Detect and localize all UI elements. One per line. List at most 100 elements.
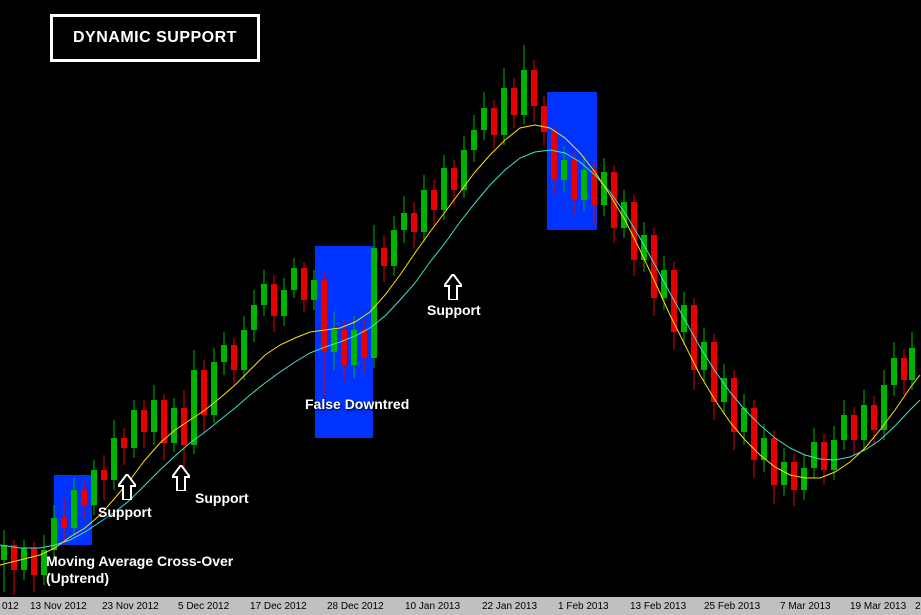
candle bbox=[1, 0, 7, 597]
candle bbox=[611, 0, 617, 597]
x-axis-tick: 1 Feb 2013 bbox=[558, 601, 609, 612]
x-axis-tick: 5 Dec 2012 bbox=[178, 601, 229, 612]
up-arrow-icon bbox=[172, 465, 190, 496]
candle bbox=[631, 0, 637, 597]
candle bbox=[801, 0, 807, 597]
candle bbox=[691, 0, 697, 597]
candle bbox=[531, 0, 537, 597]
candle bbox=[781, 0, 787, 597]
candle bbox=[471, 0, 477, 597]
candle bbox=[411, 0, 417, 597]
x-axis-tick: 23 Nov 2012 bbox=[102, 601, 159, 612]
candle bbox=[761, 0, 767, 597]
candle bbox=[821, 0, 827, 597]
candle bbox=[251, 0, 257, 597]
candle bbox=[741, 0, 747, 597]
candle bbox=[791, 0, 797, 597]
candle bbox=[201, 0, 207, 597]
candle bbox=[221, 0, 227, 597]
x-axis-tick: 10 Jan 2013 bbox=[405, 601, 460, 612]
candle bbox=[591, 0, 597, 597]
candle bbox=[271, 0, 277, 597]
candle bbox=[661, 0, 667, 597]
up-arrow-icon bbox=[444, 274, 462, 305]
candle bbox=[621, 0, 627, 597]
x-axis-tick: 7 Mar 2013 bbox=[780, 601, 831, 612]
candle bbox=[321, 0, 327, 597]
candle bbox=[91, 0, 97, 597]
candle bbox=[51, 0, 57, 597]
candle bbox=[521, 0, 527, 597]
candle bbox=[651, 0, 657, 597]
candle bbox=[861, 0, 867, 597]
candle bbox=[641, 0, 647, 597]
candle bbox=[231, 0, 237, 597]
candle bbox=[261, 0, 267, 597]
candle bbox=[891, 0, 897, 597]
candle bbox=[81, 0, 87, 597]
x-axis: 012 13 Nov 2012 23 Nov 2012 5 Dec 2012 17 De… bbox=[0, 597, 921, 615]
candle bbox=[331, 0, 337, 597]
candle bbox=[811, 0, 817, 597]
candle bbox=[481, 0, 487, 597]
candle bbox=[421, 0, 427, 597]
candle bbox=[61, 0, 67, 597]
candle bbox=[71, 0, 77, 597]
candle bbox=[181, 0, 187, 597]
candle bbox=[871, 0, 877, 597]
candlestick-chart: DYNAMIC SUPPORT Moving Average Cross-Ove… bbox=[0, 0, 921, 615]
annotation-label: Support bbox=[195, 490, 249, 507]
candle bbox=[21, 0, 27, 597]
candle bbox=[909, 0, 915, 597]
candle bbox=[491, 0, 497, 597]
candle bbox=[191, 0, 197, 597]
annotation-label: Support bbox=[98, 504, 152, 521]
x-axis-tick: 29 Mar 2013 bbox=[915, 601, 921, 612]
candle bbox=[161, 0, 167, 597]
candle bbox=[371, 0, 377, 597]
candle bbox=[341, 0, 347, 597]
candle bbox=[431, 0, 437, 597]
annotation-label: Moving Average Cross-Over(Uptrend) bbox=[46, 553, 233, 587]
candle bbox=[311, 0, 317, 597]
x-axis-tick: 28 Dec 2012 bbox=[327, 601, 384, 612]
candle bbox=[701, 0, 707, 597]
candle bbox=[11, 0, 17, 597]
x-axis-tick: 17 Dec 2012 bbox=[250, 601, 307, 612]
candle bbox=[391, 0, 397, 597]
candle bbox=[401, 0, 407, 597]
x-axis-tick: 13 Nov 2012 bbox=[30, 601, 87, 612]
candle bbox=[571, 0, 577, 597]
candle bbox=[901, 0, 907, 597]
candle bbox=[551, 0, 557, 597]
candle bbox=[731, 0, 737, 597]
candle bbox=[671, 0, 677, 597]
candle bbox=[711, 0, 717, 597]
chart-title-box: DYNAMIC SUPPORT bbox=[50, 14, 260, 62]
candle bbox=[381, 0, 387, 597]
candle bbox=[31, 0, 37, 597]
x-axis-tick: 19 Mar 2013 bbox=[850, 601, 906, 612]
candle bbox=[501, 0, 507, 597]
candle bbox=[721, 0, 727, 597]
candle bbox=[771, 0, 777, 597]
candle bbox=[301, 0, 307, 597]
candle bbox=[581, 0, 587, 597]
up-arrow-icon bbox=[118, 474, 136, 505]
candle bbox=[561, 0, 567, 597]
candle bbox=[601, 0, 607, 597]
candle bbox=[171, 0, 177, 597]
candle bbox=[681, 0, 687, 597]
candle bbox=[851, 0, 857, 597]
candle bbox=[881, 0, 887, 597]
candle bbox=[751, 0, 757, 597]
x-axis-tick: 012 bbox=[2, 601, 19, 612]
candle bbox=[511, 0, 517, 597]
x-axis-tick: 25 Feb 2013 bbox=[704, 601, 760, 612]
chart-title: DYNAMIC SUPPORT bbox=[73, 29, 237, 46]
candle bbox=[841, 0, 847, 597]
candle bbox=[351, 0, 357, 597]
annotation-label: False Downtred bbox=[305, 396, 409, 413]
candle bbox=[831, 0, 837, 597]
candle bbox=[361, 0, 367, 597]
